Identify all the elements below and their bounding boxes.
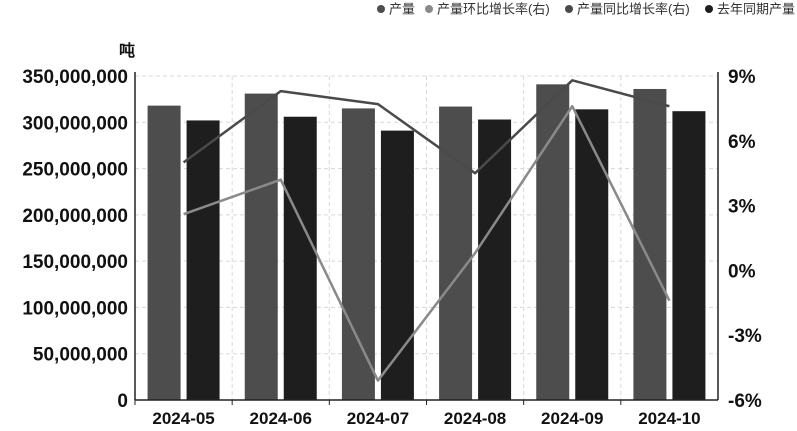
legend-marker [425,5,433,13]
legend-marker [565,5,573,13]
left-tick-label: 100,000,000 [22,298,128,319]
axes: 0 50,000,000 100,000,000 150,000,000 200,000… [22,67,762,428]
bar [147,105,181,400]
left-tick-label: 350,000,000 [22,67,128,88]
lines [182,79,671,382]
legend-marker [377,5,385,13]
bar [244,93,278,401]
bar [439,106,473,400]
legend-label: 产量 [389,2,415,17]
right-tick-label: -6% [728,391,762,412]
legend-label: 去年同期产量 [717,2,795,17]
bar [633,88,667,401]
x-tick-label: 2024-07 [347,409,409,428]
bar [186,120,220,400]
bar [341,108,375,401]
series-line [183,104,671,382]
bar [478,119,512,400]
left-tick-label: 150,000,000 [22,252,128,273]
left-tick-label: 50,000,000 [33,345,128,366]
legend-label: 产量同比增长率(右) [577,2,690,17]
left-tick-label: 250,000,000 [22,160,128,181]
x-tick-label: 2024-08 [444,409,506,428]
bar [575,109,609,400]
left-tick-label: 300,000,000 [22,113,128,134]
legend: 产量 产量环比增长率(右) 产量同比增长率(右) 去年同期产量 [377,2,795,17]
bar [672,111,706,401]
left-axis-unit: 吨 [119,41,135,60]
left-tick-label: 0 [117,391,128,412]
right-tick-label: 0% [728,261,756,282]
bars [147,84,706,401]
x-tick-label: 2024-10 [638,409,700,428]
series-line [182,79,670,175]
grid [135,75,718,400]
x-tick-label: 2024-06 [250,409,312,428]
left-tick-label: 200,000,000 [22,206,128,227]
x-tick-label: 2024-09 [541,409,603,428]
right-tick-label: -3% [728,326,762,347]
bar [380,130,414,401]
right-tick-label: 9% [728,67,756,88]
right-tick-label: 3% [728,197,756,218]
right-tick-label: 6% [728,132,756,153]
bar [536,84,570,401]
legend-label: 产量环比增长率(右) [437,2,550,17]
legend-marker [705,5,713,13]
bar [283,116,317,400]
x-tick-label: 2024-05 [152,409,214,428]
